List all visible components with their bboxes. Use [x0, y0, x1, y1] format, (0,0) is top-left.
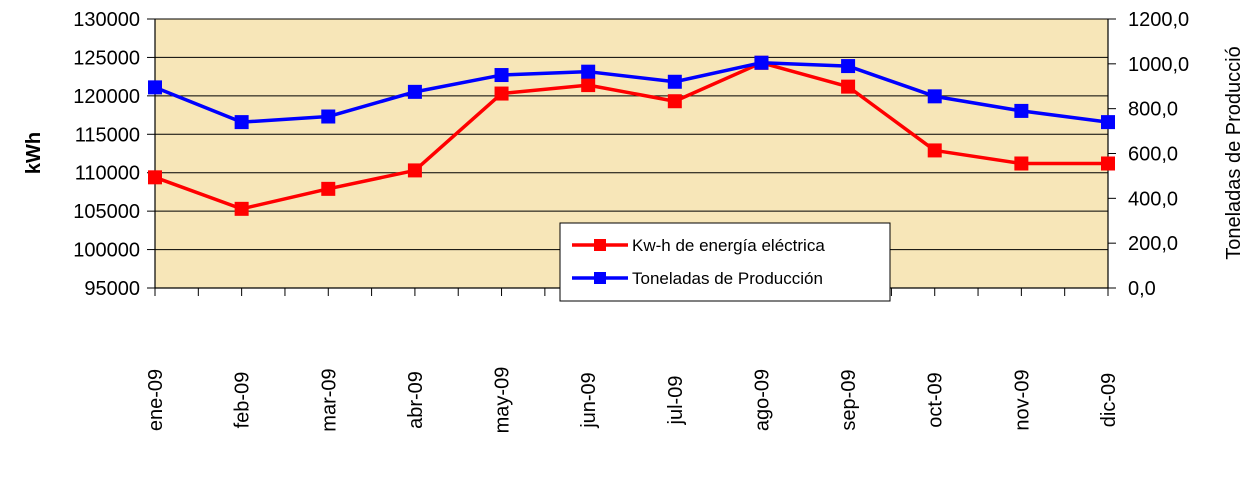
- left-tick-label: 110000: [75, 163, 140, 185]
- left-tick-label: 95000: [84, 278, 140, 300]
- data-point-energy: [581, 78, 596, 93]
- left-tick-label: 120000: [73, 86, 140, 108]
- x-tick-label: oct-09: [925, 372, 947, 428]
- right-tick-label: 800,0: [1128, 99, 1178, 121]
- right-tick-label: 1000,0: [1128, 54, 1189, 76]
- left-tick-label: 125000: [73, 47, 140, 69]
- data-point-production: [1101, 115, 1115, 130]
- data-point-production: [1014, 103, 1029, 118]
- data-point-production: [321, 109, 336, 124]
- data-point-production: [667, 74, 682, 89]
- right-tick-label: 600,0: [1128, 144, 1178, 166]
- right-tick-label: 0,0: [1128, 278, 1156, 300]
- left-axis-title: kWh: [23, 132, 45, 174]
- left-tick-label: 100000: [73, 240, 140, 262]
- x-tick-label: mar-09: [318, 368, 340, 431]
- legend-marker-energy: [594, 239, 606, 251]
- left-tick-label: 130000: [73, 9, 140, 31]
- legend-label-production: Toneladas de Producción: [632, 269, 823, 288]
- gridlines: [155, 18, 1108, 251]
- data-point-energy: [407, 163, 422, 178]
- data-point-energy: [494, 86, 509, 101]
- x-tick-label: sep-09: [838, 369, 860, 430]
- x-tick-label: nov-09: [1011, 369, 1033, 430]
- legend-marker-production: [594, 272, 606, 284]
- data-point-production: [407, 84, 422, 99]
- legend-box: [559, 222, 891, 302]
- legend: Kw-h de energía eléctrica Toneladas de P…: [559, 222, 891, 302]
- series-lines: [154, 60, 1109, 211]
- right-axis-title: Toneladas de Producció: [1223, 46, 1245, 259]
- data-point-production: [234, 115, 249, 130]
- data-point-energy: [321, 181, 336, 196]
- right-tick-label: 1200,0: [1128, 9, 1189, 31]
- x-tick-label: jun-09: [578, 372, 600, 429]
- data-point-energy: [1101, 156, 1115, 171]
- data-point-energy: [841, 79, 856, 94]
- data-point-energy: [1014, 156, 1029, 171]
- right-tick-label: 200,0: [1128, 233, 1178, 255]
- x-tick-label: abr-09: [405, 371, 427, 429]
- left-axis-ticks: 95000 100000 105000 110000 115000 120000 12500…: [73, 9, 155, 300]
- right-axis-ticks: 0,0 200,0 400,0 600,0 800,0 1000,0 1200,0: [1108, 9, 1189, 300]
- data-point-energy: [234, 201, 249, 216]
- x-tick-label: ene-09: [145, 369, 167, 431]
- legend-label-energy: Kw-h de energía eléctrica: [632, 236, 825, 255]
- left-tick-label: 115000: [75, 124, 140, 146]
- series-line-production: [154, 60, 1109, 124]
- data-point-energy: [667, 94, 682, 109]
- data-point-energy: [927, 143, 942, 158]
- data-point-production: [927, 89, 942, 104]
- right-tick-label: 400,0: [1128, 188, 1178, 210]
- data-point-production: [148, 80, 162, 95]
- x-tick-label: jul-09: [665, 376, 687, 426]
- data-point-production: [494, 68, 509, 83]
- data-point-production: [581, 64, 596, 79]
- series-markers: [148, 55, 1115, 216]
- left-tick-label: 105000: [73, 201, 140, 223]
- x-tick-label: feb-09: [232, 372, 254, 429]
- x-tick-label: dic-09: [1098, 373, 1120, 427]
- x-axis-ticks: ene-09 feb-09 mar-09 abr-09 may-09 jun-09 jul-…: [145, 288, 1120, 433]
- data-point-production: [841, 59, 856, 74]
- series-line-energy: [154, 61, 1108, 211]
- x-tick-label: ago-09: [751, 369, 773, 431]
- data-point-energy: [148, 170, 162, 185]
- data-point-production: [754, 55, 769, 70]
- x-tick-label: may-09: [492, 367, 514, 434]
